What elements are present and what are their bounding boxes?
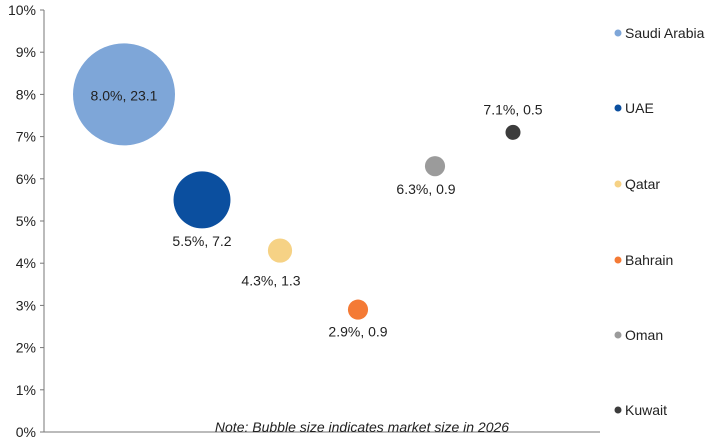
y-tick-label: 3% [16,297,36,313]
legend-marker-bahrain [614,256,622,264]
legend-label-uae: UAE [625,100,654,116]
bubble-bahrain [347,299,369,320]
y-tick-label: 8% [16,86,36,102]
y-tick-label: 9% [16,44,36,60]
legend-label-bahrain: Bahrain [625,252,673,268]
bubbles-layer [73,43,521,320]
legend-label-qatar: Qatar [625,176,660,192]
legend: Saudi Arabia UAE Qatar Bahrain Oman Kuwait [614,25,705,418]
legend-label-kuwait: Kuwait [625,402,667,418]
data-label-kuwait: 7.1%, 0.5 [483,101,542,117]
y-tick-label: 6% [16,171,36,187]
data-label-oman: 6.3%, 0.9 [396,181,455,197]
data-label-bahrain: 2.9%, 0.9 [328,324,387,340]
legend-marker-kuwait [614,406,622,414]
bubble-saudi-arabia [73,43,175,146]
y-tick-label: 7% [16,129,36,145]
data-label-uae: 5.5%, 7.2 [172,233,231,249]
data-label-qatar: 4.3%, 1.3 [241,273,300,289]
bubble-kuwait [505,124,521,140]
legend-marker-oman [614,331,622,339]
y-axis-ticks: 0% 1% 2% 3% 4% 5% 6% 7% 8% 9% 10% [8,2,44,440]
legend-marker-uae [614,104,622,112]
bubble-qatar [267,238,293,263]
bubble-oman [424,156,446,177]
y-tick-label: 10% [8,2,36,18]
data-labels-layer: 8.0%, 23.1 5.5%, 7.2 4.3%, 1.3 2.9%, 0.9 6.3… [91,87,543,339]
legend-label-oman: Oman [625,327,663,343]
y-tick-label: 4% [16,255,36,271]
bubble-uae [173,171,231,229]
y-tick-label: 2% [16,340,36,356]
chart-note: Note: Bubble size indicates market size … [215,419,509,435]
y-tick-label: 5% [16,213,36,229]
y-tick-label: 0% [16,424,36,440]
legend-label-saudi-arabia: Saudi Arabia [625,25,705,41]
data-label-saudi-arabia: 8.0%, 23.1 [91,87,158,103]
legend-marker-qatar [614,180,622,188]
y-tick-label: 1% [16,382,36,398]
legend-marker-saudi-arabia [614,29,622,37]
